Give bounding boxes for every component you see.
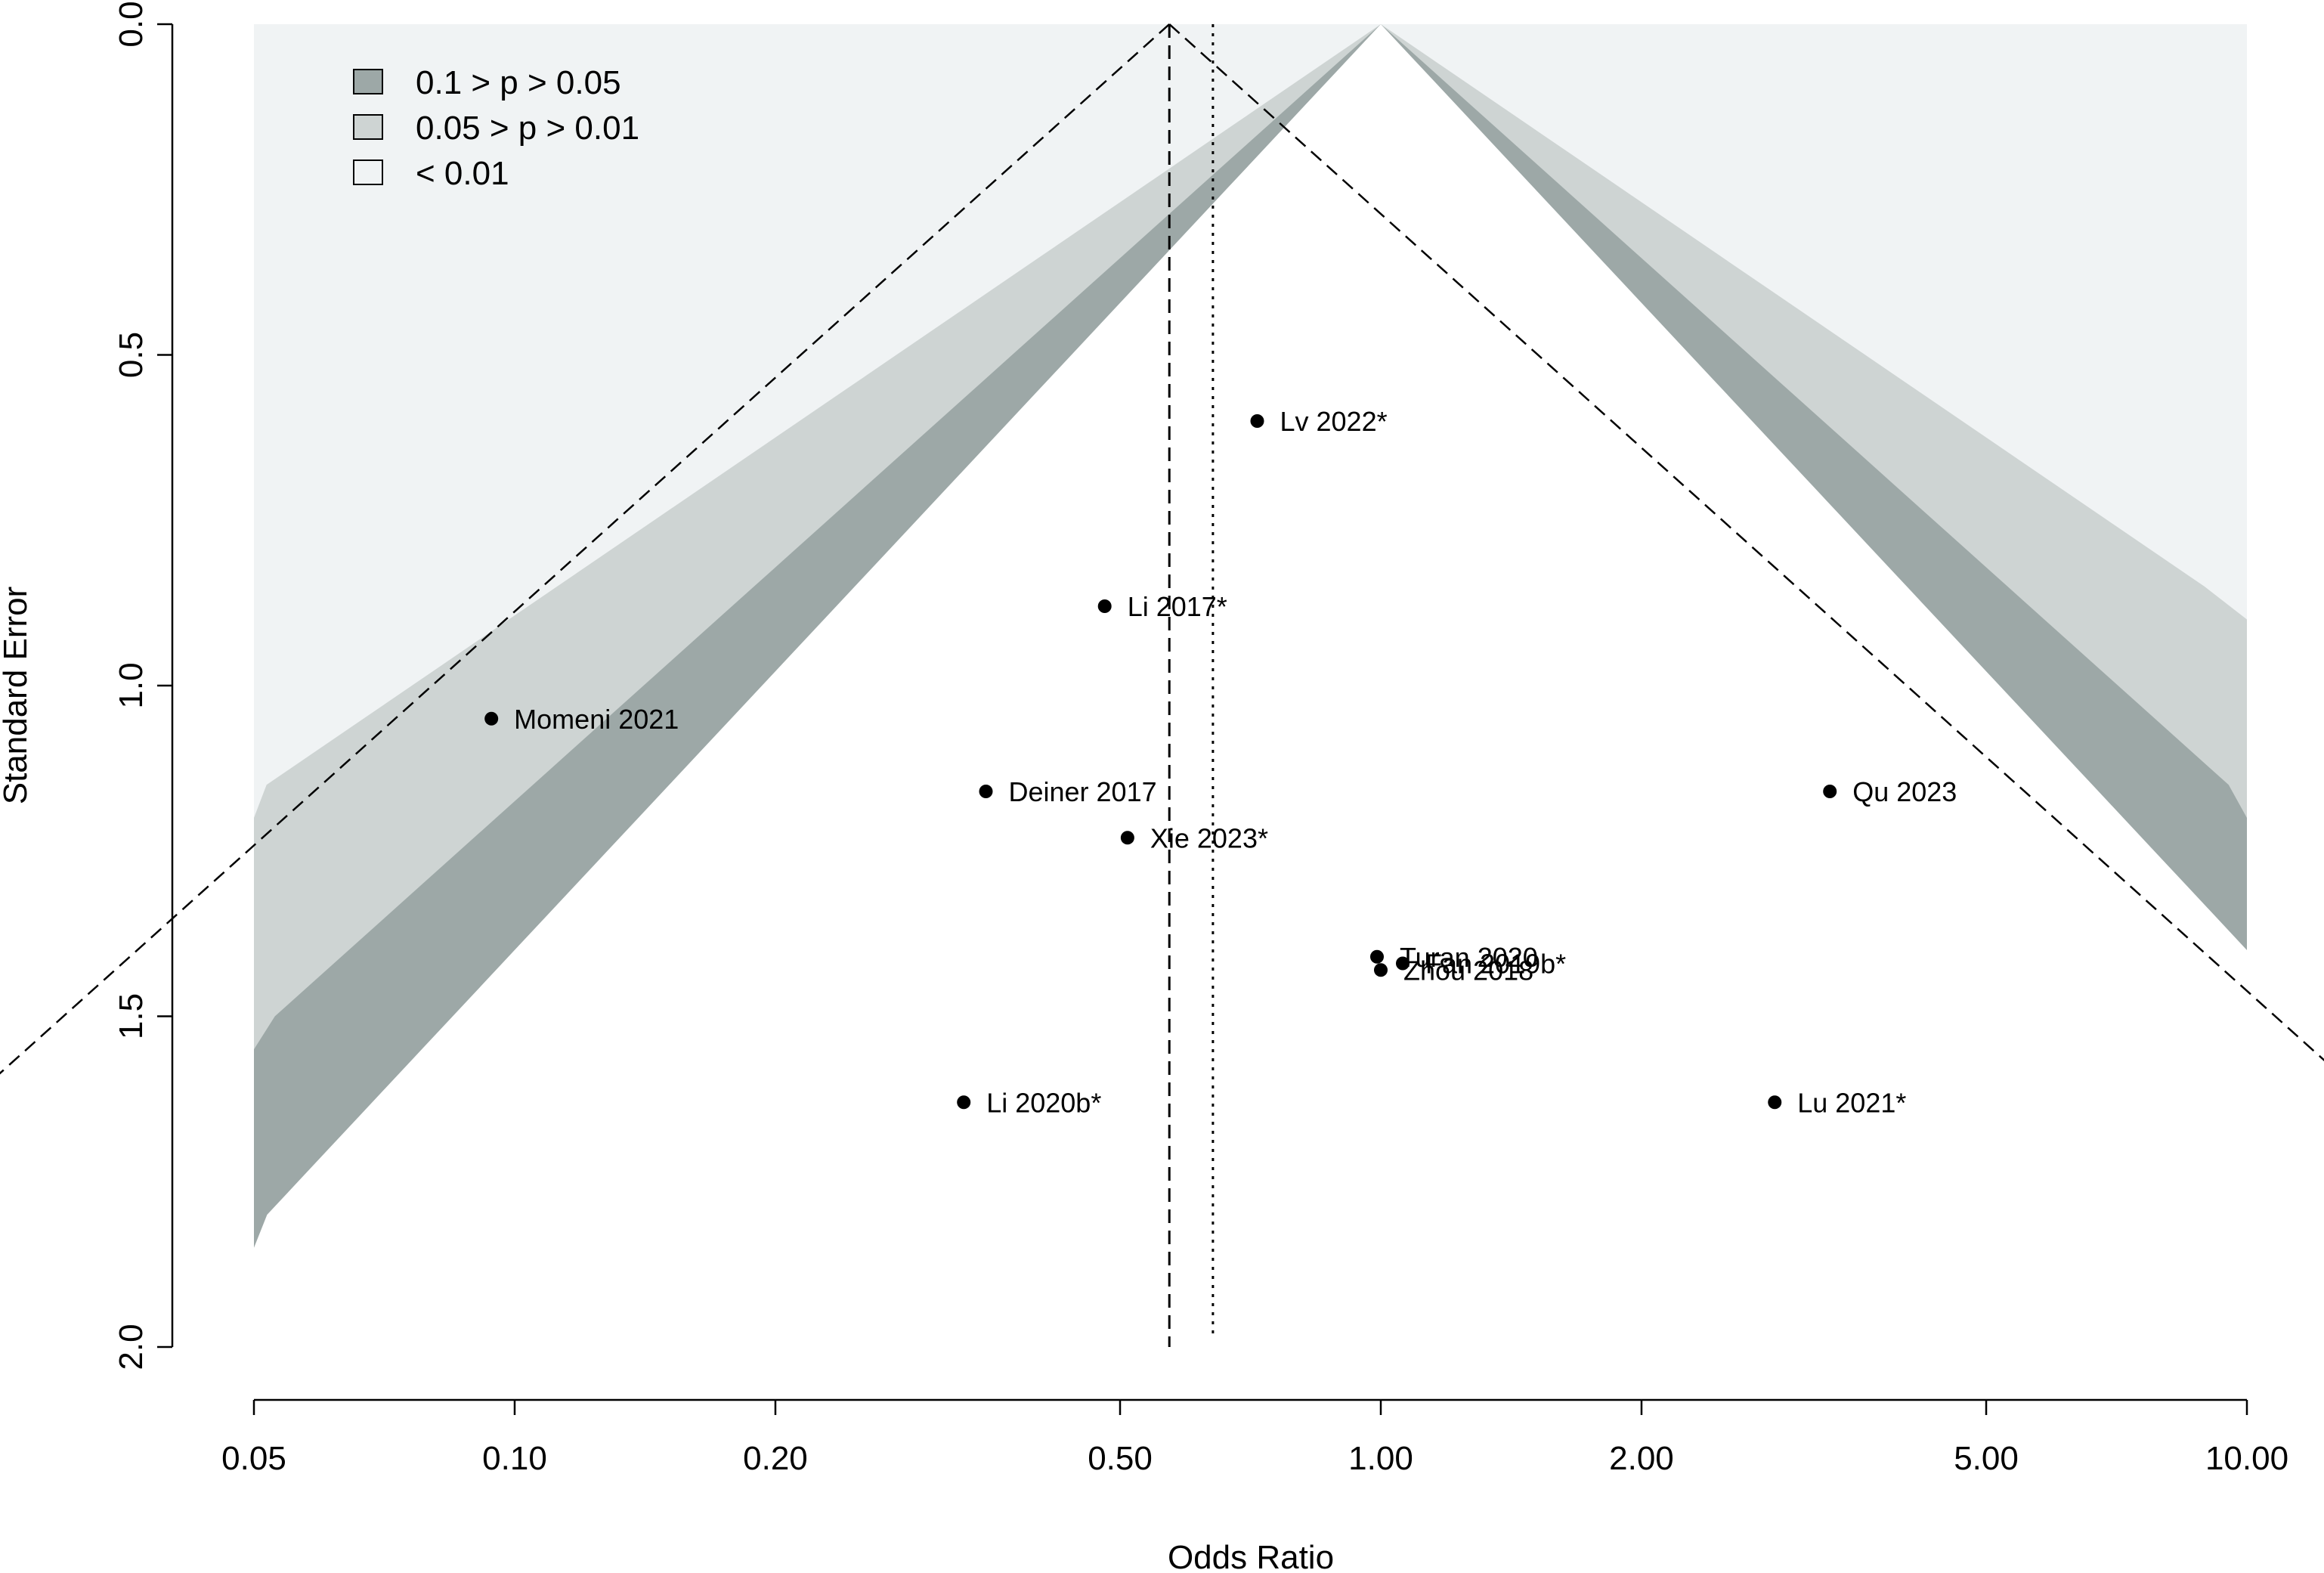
study-label: Fan 2019b* <box>1425 949 1566 980</box>
legend-label: 0.1 > p > 0.05 <box>416 64 621 101</box>
study-label: Qu 2023 <box>1852 776 1957 807</box>
y-tick-label: 1.5 <box>113 993 150 1039</box>
x-tick-label: 0.20 <box>743 1440 808 1477</box>
study-point <box>1097 599 1112 613</box>
legend-label: 0.05 > p > 0.01 <box>416 110 639 147</box>
x-tick-label: 0.10 <box>482 1440 547 1477</box>
x-axis-title: Odds Ratio <box>1168 1539 1334 1573</box>
study-point <box>1369 949 1384 964</box>
study-label: Xie 2023* <box>1150 822 1268 853</box>
study-points: Lv 2022* Li 2017* Momeni 2021 Deiner 2017 Xi… <box>484 406 1957 1118</box>
funnel-left-dashed <box>0 23 1171 1075</box>
y-tick-label: 1.0 <box>113 662 150 708</box>
study-point <box>1250 414 1264 428</box>
study-label: Turan 2020 <box>1400 942 1538 973</box>
y-axis-title: Standard Error <box>0 587 34 805</box>
study-point <box>1823 785 1837 798</box>
legend-label: < 0.01 <box>416 155 509 192</box>
study-point <box>957 1095 971 1110</box>
significance-contour-regions <box>254 24 2247 1347</box>
x-tick-label: 10.00 <box>2205 1440 2288 1477</box>
x-tick-label: 0.05 <box>221 1440 286 1477</box>
study-point <box>484 711 499 726</box>
funnel-right-dashed <box>1168 23 2324 1062</box>
study-label: Zhou 2018 <box>1403 955 1533 986</box>
study-point <box>1120 831 1134 845</box>
study-point <box>979 785 993 798</box>
legend-swatch <box>353 114 383 140</box>
study-point <box>1373 963 1388 977</box>
x-tick-label: 1.00 <box>1348 1440 1413 1477</box>
x-tick-label: 0.50 <box>1088 1440 1153 1477</box>
study-point <box>1395 956 1410 971</box>
axes: 0.0 0.5 1.0 1.5 2.0 0.05 0.10 0.20 0.50 1.00 2.00 5… <box>113 1 2288 1477</box>
study-label: Deiner 2017 <box>1008 776 1156 807</box>
legend-swatch <box>353 69 383 94</box>
study-point <box>1768 1095 1782 1110</box>
legend: 0.1 > p > 0.05 0.05 > p > 0.01 < 0.01 <box>353 64 639 192</box>
x-tick-label: 5.00 <box>1954 1440 2019 1477</box>
study-label: Lv 2022* <box>1280 406 1387 437</box>
study-label: Lu 2021* <box>1797 1087 1906 1118</box>
legend-swatch <box>353 159 383 185</box>
y-tick-label: 0.5 <box>113 332 150 378</box>
y-tick-label: 2.0 <box>113 1324 150 1370</box>
x-tick-label: 2.00 <box>1609 1440 1674 1477</box>
study-label: Momeni 2021 <box>514 704 679 735</box>
study-label: Li 2017* <box>1128 591 1227 622</box>
y-tick-label: 0.0 <box>113 1 150 47</box>
study-label: Li 2020b* <box>986 1087 1101 1118</box>
region-p-above-0.1 <box>254 24 2247 1347</box>
reference-lines <box>0 23 2324 1347</box>
